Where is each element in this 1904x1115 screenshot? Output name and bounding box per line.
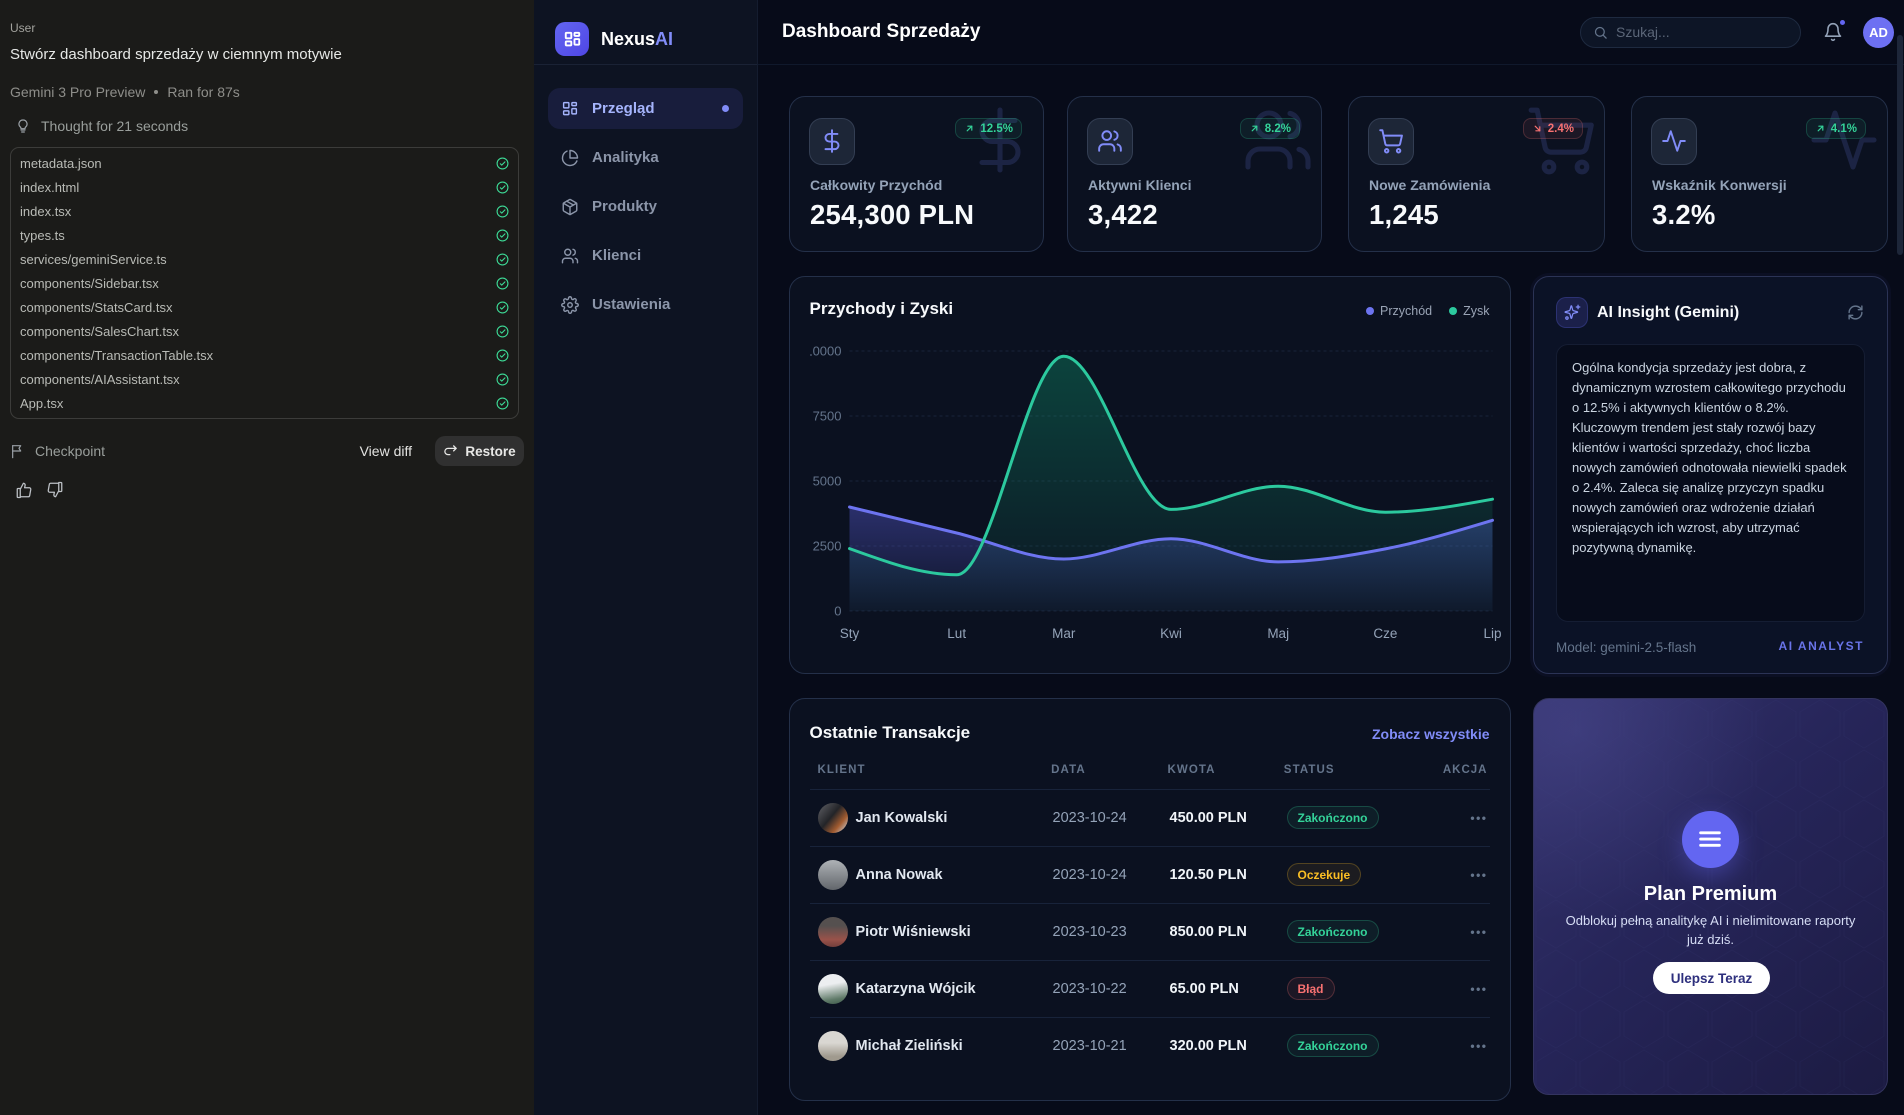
svg-text:10000: 10000: [810, 344, 842, 359]
svg-text:7500: 7500: [812, 409, 841, 424]
svg-text:Kwi: Kwi: [1160, 626, 1182, 641]
svg-text:Sty: Sty: [839, 626, 859, 641]
svg-text:Cze: Cze: [1373, 626, 1397, 641]
svg-text:Maj: Maj: [1267, 626, 1289, 641]
svg-text:0: 0: [834, 604, 841, 619]
svg-text:Lip: Lip: [1483, 626, 1501, 641]
svg-text:Lut: Lut: [947, 626, 966, 641]
svg-text:2500: 2500: [812, 539, 841, 554]
svg-text:Mar: Mar: [1052, 626, 1076, 641]
svg-text:5000: 5000: [812, 474, 841, 489]
